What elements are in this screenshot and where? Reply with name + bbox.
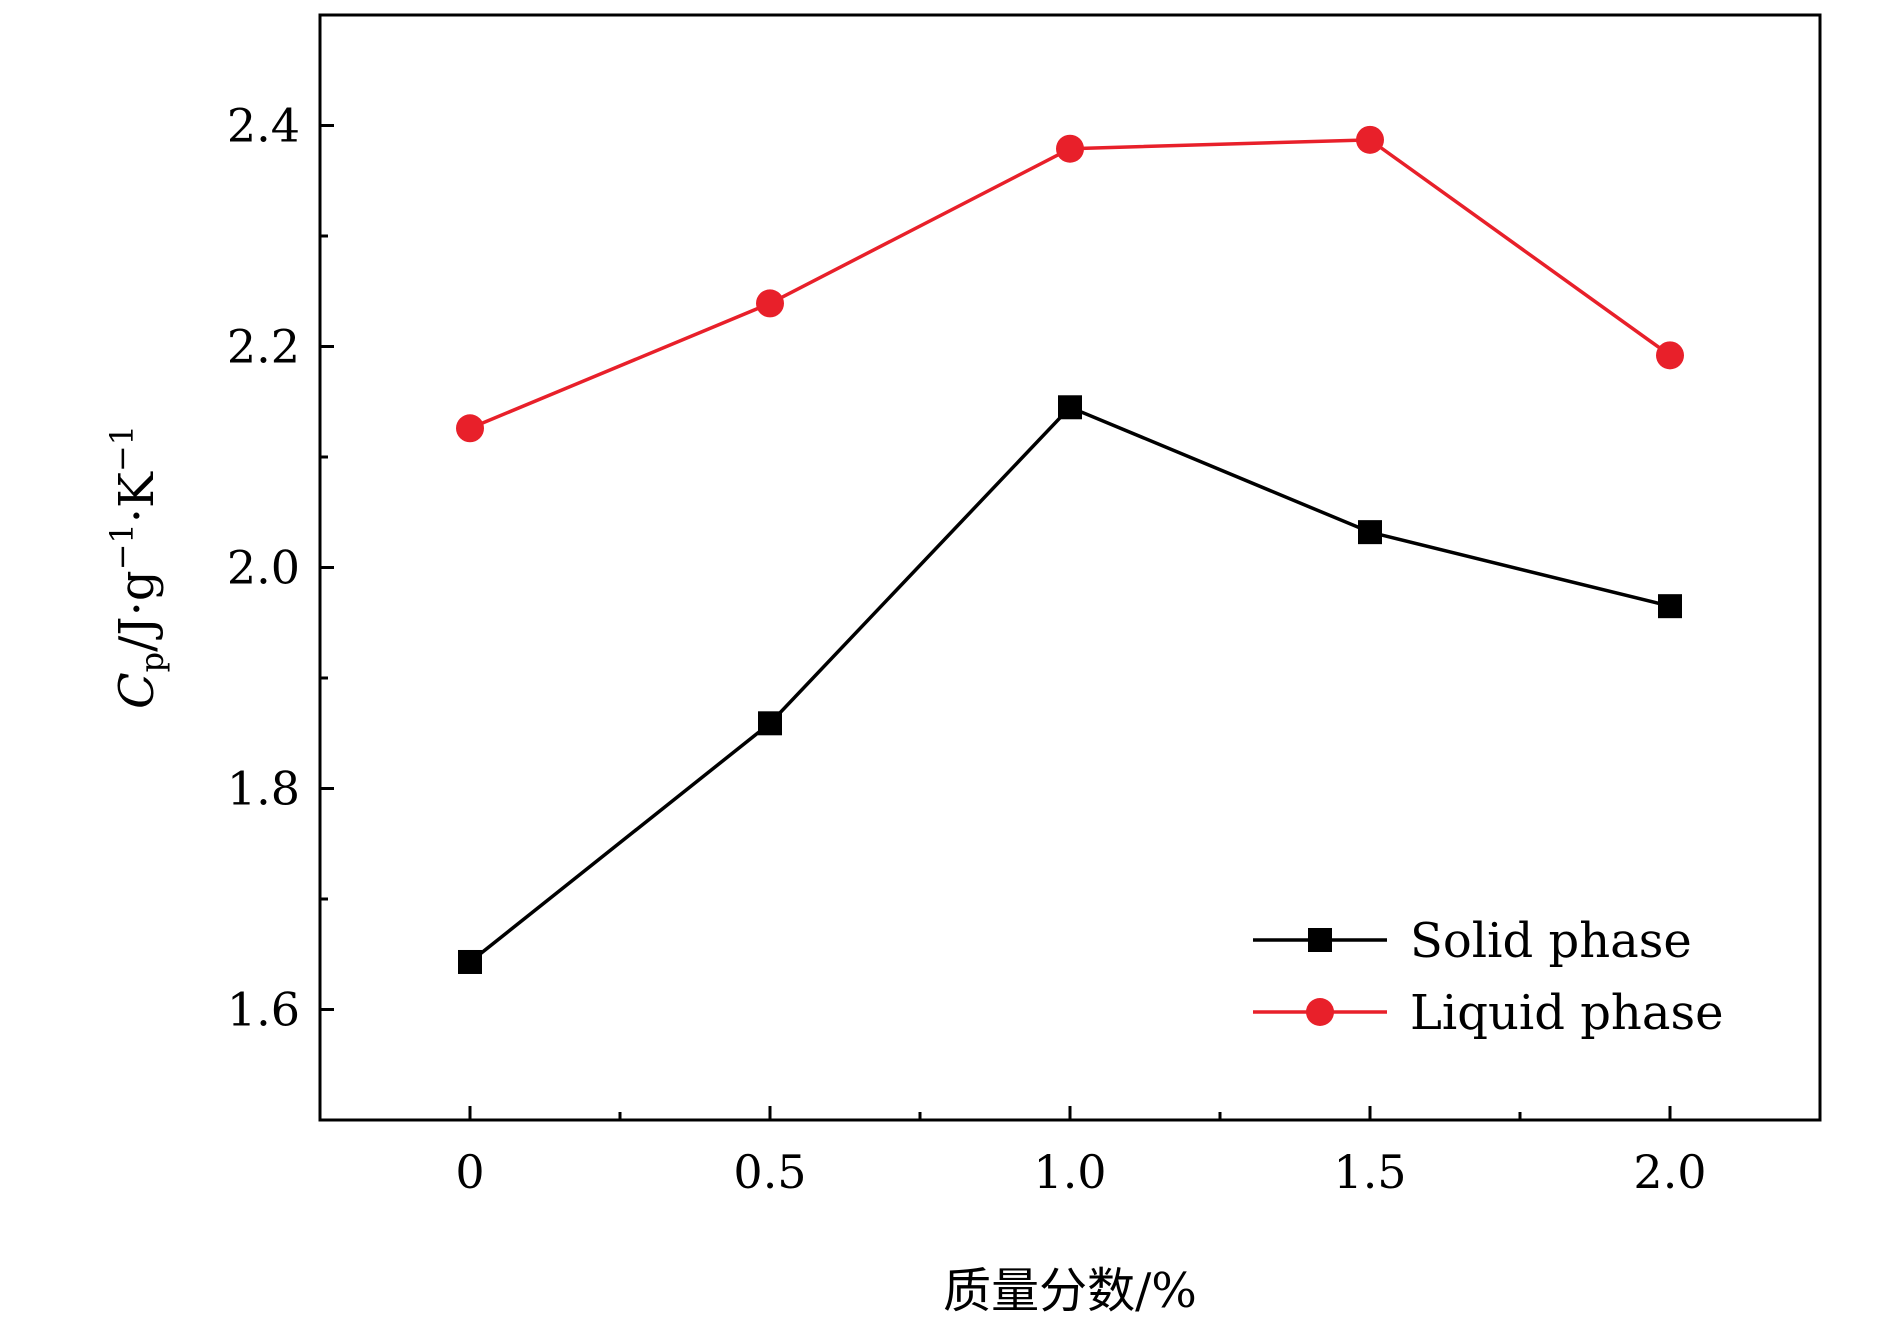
- y-axis-subscript: p: [133, 652, 171, 672]
- y-tick-label: 2.0: [227, 541, 300, 595]
- y-axis-exponent-1: −1: [103, 523, 141, 570]
- x-tick-label: 0: [455, 1145, 484, 1199]
- liquid-phase-point: [1656, 341, 1684, 370]
- x-tick-label: 1.0: [1033, 1145, 1106, 1199]
- series-line-solid: [468, 405, 1671, 964]
- legend-solid-marker: [1308, 928, 1332, 952]
- y-axis-title: Cp/J·g−1·K−1: [103, 425, 171, 709]
- y-axis-unit-mid: ·K: [109, 471, 165, 523]
- y-tick-label: 2.4: [227, 99, 300, 153]
- series-line-liquid: [469, 138, 1672, 430]
- y-axis: 1.6 1.8 2.0 2.2 2.4: [227, 99, 334, 1037]
- legend-liquid-marker: [1306, 998, 1334, 1026]
- x-axis: 0 0.5 1.0 1.5 2.0: [455, 1106, 1707, 1199]
- solid-phase-point: [1358, 520, 1382, 545]
- x-tick-label: 0.5: [733, 1145, 806, 1199]
- y-axis-symbol: C: [109, 672, 165, 709]
- liquid-phase-point: [756, 289, 784, 318]
- x-axis-title: 质量分数/%: [943, 1263, 1197, 1319]
- plot-area: [456, 125, 1684, 974]
- liquid-phase-point: [1056, 134, 1084, 163]
- liquid-phase-point: [1356, 125, 1384, 154]
- liquid-phase-point: [456, 414, 484, 443]
- y-axis-exponent-2: −1: [103, 425, 141, 472]
- solid-phase-point: [1058, 395, 1082, 420]
- y-tick-label: 1.8: [227, 762, 300, 816]
- y-tick-label: 2.2: [227, 320, 300, 374]
- x-tick-label: 2.0: [1633, 1145, 1706, 1199]
- y-axis-unit-prefix: /J·g: [109, 570, 165, 651]
- x-tick-label: 1.5: [1333, 1145, 1406, 1199]
- y-tick-label: 1.6: [227, 983, 300, 1037]
- legend-solid-label: Solid phase: [1410, 913, 1692, 969]
- legend: Solid phase Liquid phase: [1253, 913, 1724, 1041]
- solid-phase-point: [758, 711, 782, 736]
- solid-phase-point: [1658, 594, 1682, 619]
- legend-liquid-label: Liquid phase: [1410, 985, 1724, 1041]
- solid-phase-point: [458, 949, 482, 974]
